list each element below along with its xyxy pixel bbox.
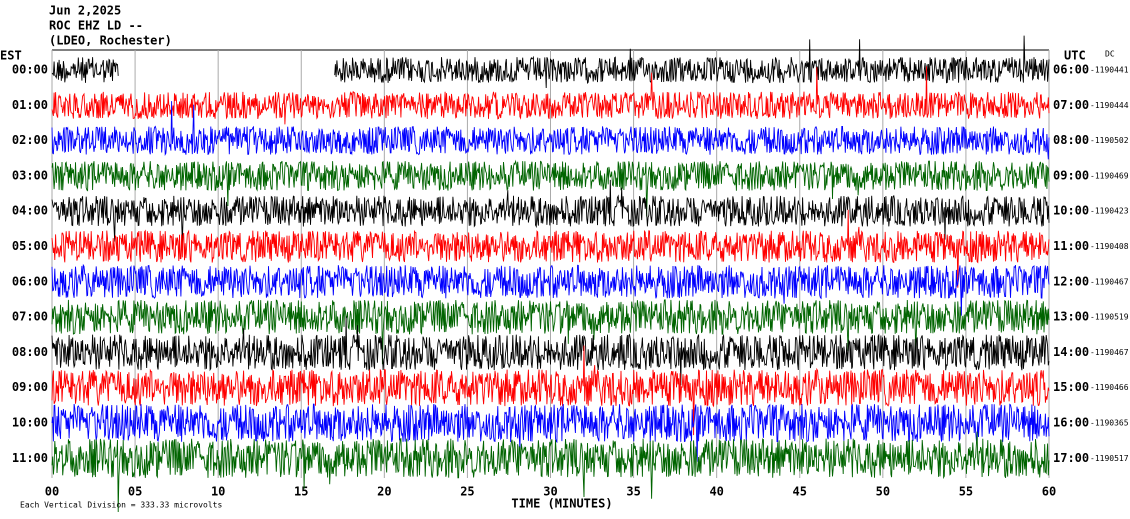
dc-label: -1190469 [1090,171,1129,180]
trace [51,345,1050,436]
x-tick-label: 15 [294,485,308,499]
x-tick-label: 05 [128,485,142,499]
est-label: 11:00 [12,451,48,465]
utc-label: 15:00 [1053,380,1089,394]
offset-label: DC [1105,50,1115,59]
est-label: 05:00 [12,239,48,253]
dc-label: -1190517 [1090,454,1129,463]
est-label: 10:00 [12,416,48,430]
dc-label: -1190408 [1090,242,1129,251]
right-axis-label: UTC [1064,49,1086,63]
footnote: Each Vertical Division = 333.33 microvol… [20,501,222,510]
title-line: Jun 2,2025 [49,4,121,18]
x-tick-label: 10 [211,485,225,499]
x-tick-label: 55 [959,485,973,499]
trace [51,179,1050,244]
x-tick-label: 60 [1042,485,1056,499]
x-tick-label: 25 [460,485,474,499]
trace [51,66,1050,125]
trace [51,263,1050,316]
x-tick-label: 50 [876,485,890,499]
utc-label: 14:00 [1053,345,1089,359]
utc-label: 09:00 [1053,168,1089,182]
trace [51,209,1050,288]
dc-label: -1190441 [1090,66,1129,75]
trace [51,431,1050,513]
trace [51,35,1050,89]
dc-label: -1190467 [1090,348,1129,357]
est-label: 04:00 [12,204,48,218]
utc-label: 16:00 [1053,416,1089,430]
title-line: ROC EHZ LD -- [49,19,143,33]
est-label: 06:00 [12,274,48,288]
utc-label: 10:00 [1053,204,1089,218]
dc-label: -1190444 [1090,101,1129,110]
dc-label: -1190365 [1090,419,1129,428]
dc-label: -1190423 [1090,207,1129,216]
trace [51,101,1050,160]
x-axis-label: TIME (MINUTES) [511,497,612,511]
utc-label: 13:00 [1053,310,1089,324]
x-tick-label: 35 [626,485,640,499]
x-tick-label: 00 [45,485,59,499]
x-tick-label: 40 [709,485,723,499]
title-line: (LDEO, Rochester) [49,34,172,48]
est-label: 09:00 [12,380,48,394]
est-label: 01:00 [12,98,48,112]
utc-label: 11:00 [1053,239,1089,253]
utc-label: 17:00 [1053,451,1089,465]
utc-label: 12:00 [1053,274,1089,288]
x-tick-label: 30 [543,485,557,499]
est-label: 00:00 [12,63,48,77]
x-tick-label: 45 [793,485,807,499]
dc-label: -1190467 [1090,277,1129,286]
dc-label: -1190519 [1090,313,1129,322]
est-label: 08:00 [12,345,48,359]
est-label: 03:00 [12,168,48,182]
dc-label: -1190466 [1090,383,1129,392]
trace [51,316,1050,386]
est-label: 07:00 [12,310,48,324]
dc-label: -1190502 [1090,136,1129,145]
utc-label: 08:00 [1053,133,1089,147]
utc-label: 07:00 [1053,98,1089,112]
left-axis-label: EST [0,49,22,63]
trace [51,159,1050,217]
est-label: 02:00 [12,133,48,147]
x-tick-label: 20 [377,485,391,499]
trace [51,299,1050,365]
utc-label: 06:00 [1053,63,1089,77]
trace [51,403,1050,462]
